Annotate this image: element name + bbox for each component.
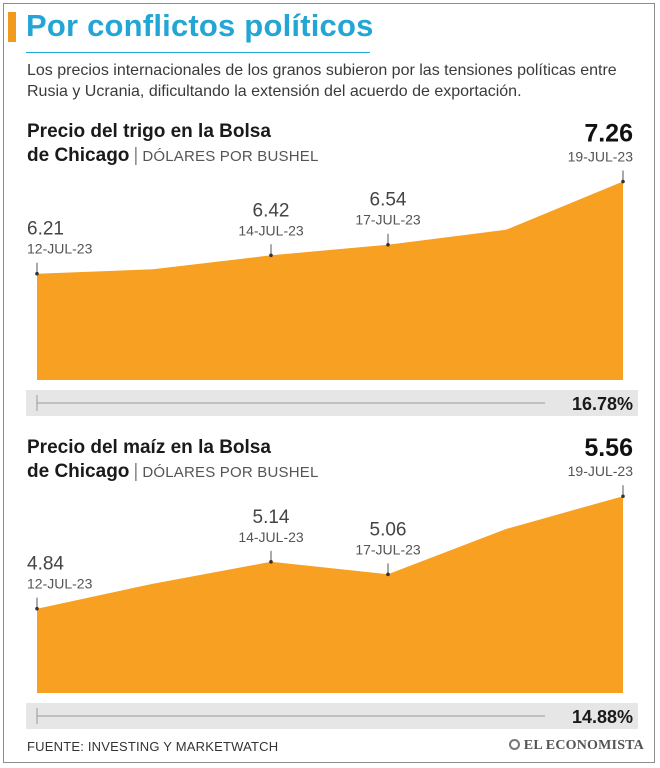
corn-chart-title-line2: de Chicago: [27, 461, 130, 482]
wheat-data-label-date: 17-JUL-23: [355, 212, 421, 228]
corn-chart-title-line1: Precio del maíz en la Bolsa: [27, 437, 271, 458]
title-underline: [26, 52, 370, 53]
corn-data-label-value: 5.06: [370, 519, 407, 540]
source-note: FUENTE: INVESTING Y MARKETWATCH: [27, 739, 279, 754]
corn-change-band: 14.88%: [26, 703, 638, 729]
wheat-data-label-date: 19-JUL-23: [568, 149, 634, 165]
corn-chart-unit: DÓLARES POR BUSHEL: [142, 464, 319, 481]
corn-chart-heading: Precio del maíz en la Bolsa de Chicago | D…: [27, 436, 319, 485]
brand-logo-icon: [508, 739, 520, 750]
wheat-data-point: [35, 271, 39, 276]
corn-data-point: [35, 606, 39, 611]
wheat-chart-unit: DÓLARES POR BUSHEL: [142, 148, 319, 165]
heading-separator: |: [133, 461, 139, 482]
corn-data-label-date: 12-JUL-23: [27, 576, 93, 592]
page-subtitle: Los precios internacionales de los grano…: [27, 62, 617, 100]
wheat-data-label-date: 14-JUL-23: [238, 222, 304, 238]
brand-logo: EL ECONOMISTA: [508, 738, 644, 754]
wheat-change-band: 16.78%: [26, 390, 638, 416]
corn-data-point: [269, 560, 273, 564]
heading-separator: |: [133, 145, 139, 166]
corn-data-label-value: 5.56: [584, 434, 633, 462]
corn-area-series: [37, 496, 623, 693]
corn-data-label-date: 19-JUL-23: [568, 463, 634, 479]
wheat-data-label-value: 7.26: [584, 120, 633, 148]
infographic-frame: [3, 3, 655, 763]
corn-change-label: 14.88%: [572, 707, 633, 727]
wheat-data-label-value: 6.21: [27, 219, 64, 240]
wheat-chart-title-line1: Precio del trigo en la Bolsa: [27, 121, 271, 142]
corn-data-point: [386, 572, 390, 577]
brand-name: EL ECONOMISTA: [523, 738, 644, 753]
title-accent-bar: [8, 12, 16, 42]
corn-data-label-date: 17-JUL-23: [355, 541, 421, 557]
wheat-data-point: [386, 242, 390, 247]
corn-data-point: [621, 494, 625, 499]
page-title: Por conflictos políticos: [26, 8, 374, 43]
corn-data-label-value: 5.14: [253, 507, 290, 528]
wheat-data-point: [621, 179, 625, 184]
wheat-data-point: [269, 253, 273, 258]
corn-data-label-value: 4.84: [27, 554, 64, 575]
wheat-area-series: [37, 181, 623, 380]
wheat-data-label-date: 12-JUL-23: [27, 241, 93, 257]
corn-data-label-date: 14-JUL-23: [238, 529, 304, 545]
wheat-chart-heading: Precio del trigo en la Bolsa de Chicago |…: [27, 120, 319, 169]
wheat-data-label-value: 6.42: [253, 200, 290, 221]
wheat-change-label: 16.78%: [572, 394, 633, 414]
wheat-chart-title-line2: de Chicago: [27, 145, 130, 166]
wheat-data-label-value: 6.54: [370, 190, 407, 211]
